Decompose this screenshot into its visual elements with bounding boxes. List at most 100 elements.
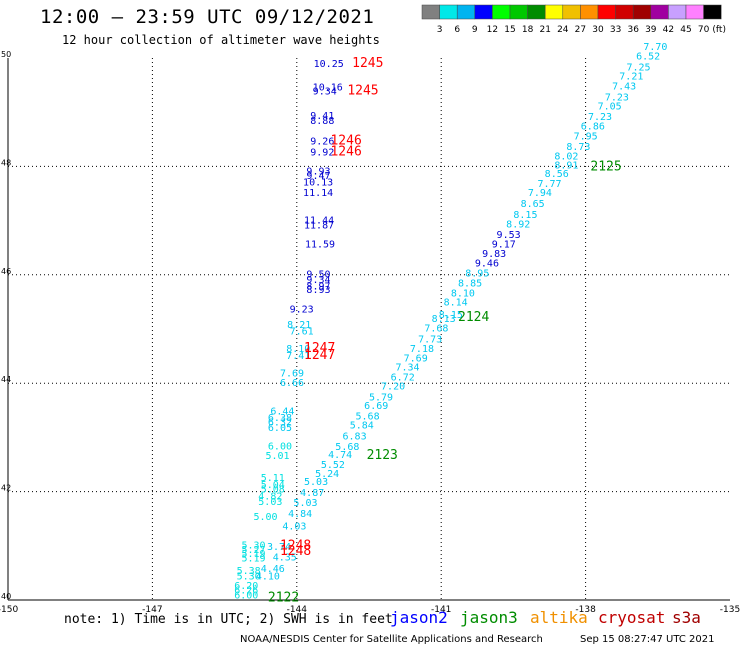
wave-height-label[interactable]: 9.92 xyxy=(310,148,334,159)
wave-height-label[interactable]: 3.74 xyxy=(267,542,291,553)
wave-height-label[interactable]: 7.95 xyxy=(574,131,598,142)
wave-height-label[interactable]: 6.69 xyxy=(364,401,388,412)
wave-height-label[interactable]: 4.87 xyxy=(300,488,324,499)
wave-height-label[interactable]: 4.35 xyxy=(273,552,297,563)
wave-height-label[interactable]: 11.14 xyxy=(303,188,333,199)
wave-height-label[interactable]: 8.21 xyxy=(287,320,311,331)
wave-height-label[interactable]: 9.26 xyxy=(310,137,334,148)
wave-height-label[interactable]: 8.73 xyxy=(566,142,590,153)
wave-height-label[interactable]: 8.92 xyxy=(506,220,530,231)
wave-height-label[interactable]: 4.82 xyxy=(258,492,282,503)
wave-height-label[interactable]: 6.00 xyxy=(268,441,292,452)
wave-height-label[interactable]: 5.38 xyxy=(237,566,261,577)
wave-height-label[interactable]: 4.03 xyxy=(282,522,306,533)
wave-height-label[interactable]: 8.02 xyxy=(554,151,578,162)
wave-height-label[interactable]: 5.19 xyxy=(241,554,265,565)
wave-height-label[interactable]: 6.20 xyxy=(234,581,258,592)
wave-height-label[interactable]: 5.84 xyxy=(350,421,374,432)
wave-height-label[interactable]: 7.77 xyxy=(537,179,561,190)
wave-height-label[interactable]: 8.93 xyxy=(306,285,330,296)
wave-height-label[interactable]: 7.69 xyxy=(404,354,428,365)
wave-height-label[interactable]: 8.15 xyxy=(439,310,463,321)
wave-height-label[interactable]: 9.34 xyxy=(306,275,330,286)
wave-height-label[interactable]: 7.43 xyxy=(612,81,636,92)
wave-height-label[interactable]: 7.21 xyxy=(619,72,643,83)
wave-height-label[interactable]: 5.24 xyxy=(315,469,339,480)
wave-height-label[interactable]: 5.68 xyxy=(356,412,380,423)
wave-height-label[interactable]: 9.17 xyxy=(492,240,516,251)
wave-height-label[interactable]: 6.52 xyxy=(636,52,660,63)
wave-height-label[interactable]: 8.10 xyxy=(286,344,310,355)
wave-height-label[interactable]: 6.44 xyxy=(270,407,294,418)
wave-height-label[interactable]: 8.65 xyxy=(521,199,545,210)
wave-height-label[interactable]: 11.44 xyxy=(304,215,334,226)
wave-height-label[interactable]: 8.95 xyxy=(465,268,489,279)
wave-height-label[interactable]: 5.27 xyxy=(241,545,265,556)
wave-height-label[interactable]: 10.13 xyxy=(303,177,333,188)
wave-height-label[interactable]: 8.10 xyxy=(451,288,475,299)
wave-height-label[interactable]: 6.05 xyxy=(268,423,292,434)
wave-height-label[interactable]: 4.10 xyxy=(256,571,280,582)
wave-height-label[interactable]: 7.23 xyxy=(588,112,612,123)
wave-height-label[interactable]: 8.85 xyxy=(458,279,482,290)
wave-height-label[interactable]: 7.41 xyxy=(286,351,310,362)
wave-height-label[interactable]: 5.01 xyxy=(266,451,290,462)
wave-height-label[interactable]: 7.73 xyxy=(418,335,442,346)
wave-height-label[interactable]: 8.13 xyxy=(432,314,456,325)
wave-height-label[interactable]: 8.91 xyxy=(554,161,578,172)
wave-height-label[interactable]: 5.00 xyxy=(253,512,277,523)
wave-height-label[interactable]: 5.03 xyxy=(304,477,328,488)
wave-height-label[interactable]: 7.69 xyxy=(280,369,304,380)
wave-height-label[interactable]: 9.34 xyxy=(313,86,337,97)
wave-height-label[interactable]: 11.87 xyxy=(304,221,334,232)
wave-height-label[interactable]: 4.74 xyxy=(328,450,352,461)
wave-height-label[interactable]: 5.11 xyxy=(261,473,285,484)
wave-height-label[interactable]: 7.05 xyxy=(598,101,622,112)
wave-height-label[interactable]: 10.16 xyxy=(313,83,343,94)
wave-height-label[interactable]: 7.94 xyxy=(528,188,552,199)
wave-height-label[interactable]: 7.20 xyxy=(381,382,405,393)
wave-height-label[interactable]: 6.86 xyxy=(581,122,605,133)
wave-height-label[interactable]: 5.79 xyxy=(369,393,393,404)
wave-height-label[interactable]: 9.93 xyxy=(306,167,330,178)
wave-height-label[interactable]: 6.00 xyxy=(234,590,258,601)
wave-height-label[interactable]: 9.41 xyxy=(310,111,334,122)
wave-height-label[interactable]: 7.34 xyxy=(395,363,419,374)
wave-height-label[interactable]: 5.19 xyxy=(241,549,265,560)
wave-height-label[interactable]: 5.08 xyxy=(261,485,285,496)
wave-height-label[interactable]: 6.83 xyxy=(343,432,367,443)
wave-height-label[interactable]: 9.46 xyxy=(475,259,499,270)
wave-height-label[interactable]: 8.97 xyxy=(306,281,330,292)
wave-height-label[interactable]: 7.25 xyxy=(627,62,651,73)
wave-height-label[interactable]: 7.68 xyxy=(424,324,448,335)
wave-height-label[interactable]: 5.04 xyxy=(261,480,285,491)
wave-height-label[interactable]: 6.66 xyxy=(280,378,304,389)
wave-height-label[interactable]: 9.53 xyxy=(497,230,521,241)
wave-height-label[interactable]: 8.56 xyxy=(545,169,569,180)
wave-height-label[interactable]: 6.72 xyxy=(391,372,415,383)
wave-height-label[interactable]: 10.25 xyxy=(314,59,344,70)
wave-height-label[interactable]: 7.61 xyxy=(290,326,314,337)
wave-height-label[interactable]: 11.59 xyxy=(305,240,335,251)
wave-height-label[interactable]: 5.03 xyxy=(293,498,317,509)
wave-height-label[interactable]: 4.84 xyxy=(288,509,312,520)
wave-height-label[interactable]: 8.14 xyxy=(444,298,468,309)
wave-height-label[interactable]: 5.30 xyxy=(241,541,265,552)
wave-height-label[interactable]: 8.88 xyxy=(310,116,334,127)
wave-height-label[interactable]: 7.70 xyxy=(643,42,667,53)
wave-height-label[interactable]: 9.23 xyxy=(290,305,314,316)
wave-height-label[interactable]: 5.68 xyxy=(335,442,359,453)
wave-height-label[interactable]: 9.47 xyxy=(306,171,330,182)
wave-height-label[interactable]: 8.15 xyxy=(513,210,537,221)
wave-height-label[interactable]: 6.32 xyxy=(268,417,292,428)
wave-height-label[interactable]: 9.83 xyxy=(482,249,506,260)
wave-height-label[interactable]: 5.03 xyxy=(258,497,282,508)
wave-height-label[interactable]: 6.26 xyxy=(234,585,258,596)
wave-height-label[interactable]: 5.30 xyxy=(237,571,261,582)
wave-height-label[interactable]: 6.38 xyxy=(268,413,292,424)
wave-height-label[interactable]: 4.46 xyxy=(261,564,285,575)
wave-height-label[interactable]: 5.52 xyxy=(321,460,345,471)
wave-height-label[interactable]: 7.23 xyxy=(605,92,629,103)
wave-height-label[interactable]: 9.50 xyxy=(306,270,330,281)
